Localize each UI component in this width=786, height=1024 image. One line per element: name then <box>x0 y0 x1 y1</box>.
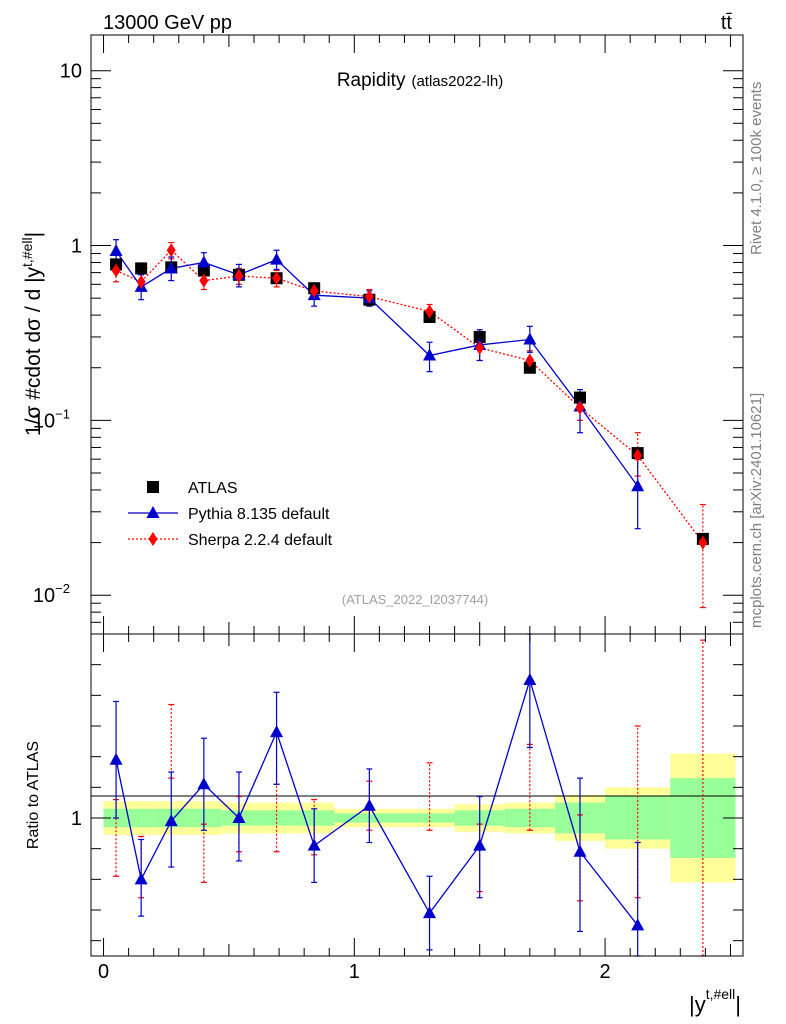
sherpa-data-point <box>364 289 374 304</box>
atlas-data-point <box>197 264 210 277</box>
legend-pythia-marker <box>146 506 160 518</box>
pythia-ratio-point <box>423 906 437 919</box>
ratio-panel: 1 0 1 2 Ratio to ATLAS |yt,#ell| <box>25 633 744 1017</box>
legend-label: ATLAS <box>188 480 238 497</box>
pythia-ratio-point <box>270 725 284 738</box>
pythia-data-point <box>109 244 123 257</box>
y-label-close: | <box>22 232 45 237</box>
atlas-data-point <box>473 330 486 343</box>
legend-atlas-marker <box>147 481 159 493</box>
legend-label: Pythia 8.135 default <box>188 506 330 523</box>
ratio-inner-band <box>128 808 154 828</box>
pythia-series-line <box>115 250 639 487</box>
chart-subtitle-text: (atlas2022-lh) <box>411 73 503 90</box>
pythia-data-point <box>523 332 537 345</box>
ratio-uncertainty-bands <box>103 753 736 883</box>
sherpa-data-point <box>475 340 485 355</box>
pythia-ratio-point <box>523 673 537 685</box>
pythia-ratio-point <box>573 844 587 857</box>
sherpa-data-point <box>166 243 176 258</box>
pythia-ratio-point <box>109 752 123 765</box>
sherpa-data-point <box>136 274 146 289</box>
atlas-data-point <box>523 361 536 374</box>
x-label-close: | <box>735 992 741 1017</box>
sherpa-data-point <box>575 400 585 415</box>
mcplots-credit-label: mcplots.cern.ch [arXiv:2401.10621] <box>748 393 765 628</box>
pythia-ratio-point <box>232 811 246 823</box>
x-tick-label: 1 <box>349 961 360 983</box>
pythia-data-point <box>164 261 178 274</box>
sherpa-data-point <box>272 271 282 286</box>
ratio-frame <box>90 633 744 957</box>
x-tick-label: 2 <box>600 961 611 983</box>
atlas-data-point <box>135 262 148 275</box>
pythia-ratio-point <box>307 838 321 851</box>
ratio-y-axis-label: Ratio to ATLAS <box>25 741 42 849</box>
sherpa-series-line <box>115 249 704 543</box>
sherpa-data-point <box>698 535 708 550</box>
x-tick-label: 0 <box>98 961 109 983</box>
atlas-data-point <box>574 391 586 404</box>
ratio-tick-labels: 1 0 1 2 <box>71 808 611 983</box>
sherpa-data-point <box>633 448 643 463</box>
pythia-ratio-point <box>197 777 211 790</box>
sherpa-data-point <box>234 268 244 283</box>
y-label-text: 1/σ #cdot dσ / d |y <box>22 266 45 436</box>
main-axis-ticks <box>91 35 743 635</box>
main-data-marks <box>109 239 709 609</box>
sherpa-data-point <box>111 263 121 278</box>
ratio-axis-ticks <box>91 634 743 956</box>
pythia-data-point <box>423 348 437 361</box>
legend-label: Sherpa 2.2.4 default <box>188 532 333 549</box>
pythia-ratio-point <box>631 918 645 931</box>
x-label-text: |y <box>689 992 706 1017</box>
main-panel: 10−2 10−1 1 10 Rapidity (atlas2022-lh) (ATLA… <box>19 34 744 635</box>
main-y-tick-labels: 10−2 10−1 1 10 <box>33 61 82 608</box>
analysis-watermark: (ATLAS_2022_I2037744) <box>342 592 488 607</box>
sherpa-data-point <box>199 273 209 288</box>
energy-label: 13000 GeV pp <box>103 12 232 34</box>
chart-title: Rapidity (atlas2022-lh) <box>337 70 503 91</box>
sherpa-data-point <box>309 283 319 298</box>
pythia-ratio-point <box>473 838 487 851</box>
legend-sherpa-marker <box>148 532 158 546</box>
pythia-data-point <box>631 479 645 492</box>
pythia-ratio-point <box>134 872 148 885</box>
pythia-data-point <box>197 255 211 268</box>
chart-title-text: Rapidity <box>337 70 406 91</box>
pythia-ratio-point <box>164 814 178 827</box>
sherpa-data-point <box>525 353 535 368</box>
legend: ATLAS Pythia 8.135 default Sherpa 2.2.4 de… <box>128 480 333 549</box>
x-axis-label: |yt,#ell| <box>689 986 741 1017</box>
ratio-inner-band <box>296 810 335 826</box>
main-y-tick-label: 10−2 <box>33 581 70 607</box>
main-y-tick-label: 10−1 <box>33 406 70 432</box>
process-label: tt̄ <box>721 12 733 34</box>
ratio-y-tick-label: 1 <box>71 808 82 830</box>
rivet-version-label: Rivet 4.1.0, ≥ 100k events <box>748 82 765 255</box>
pythia-ratio-point <box>362 798 376 811</box>
main-y-tick-label: 1 <box>71 236 82 258</box>
pythia-data-point <box>270 252 284 265</box>
x-label-superscript: t,#ell <box>706 986 736 1002</box>
ratio-data-marks <box>109 633 706 957</box>
sherpa-data-point <box>425 304 435 319</box>
main-y-tick-label: 10 <box>60 61 82 83</box>
y-label-superscript: t,#ell <box>19 237 35 267</box>
main-y-axis-label: 1/σ #cdot dσ / d |yt,#ell| <box>19 232 45 436</box>
ratio-inner-band <box>188 808 222 828</box>
